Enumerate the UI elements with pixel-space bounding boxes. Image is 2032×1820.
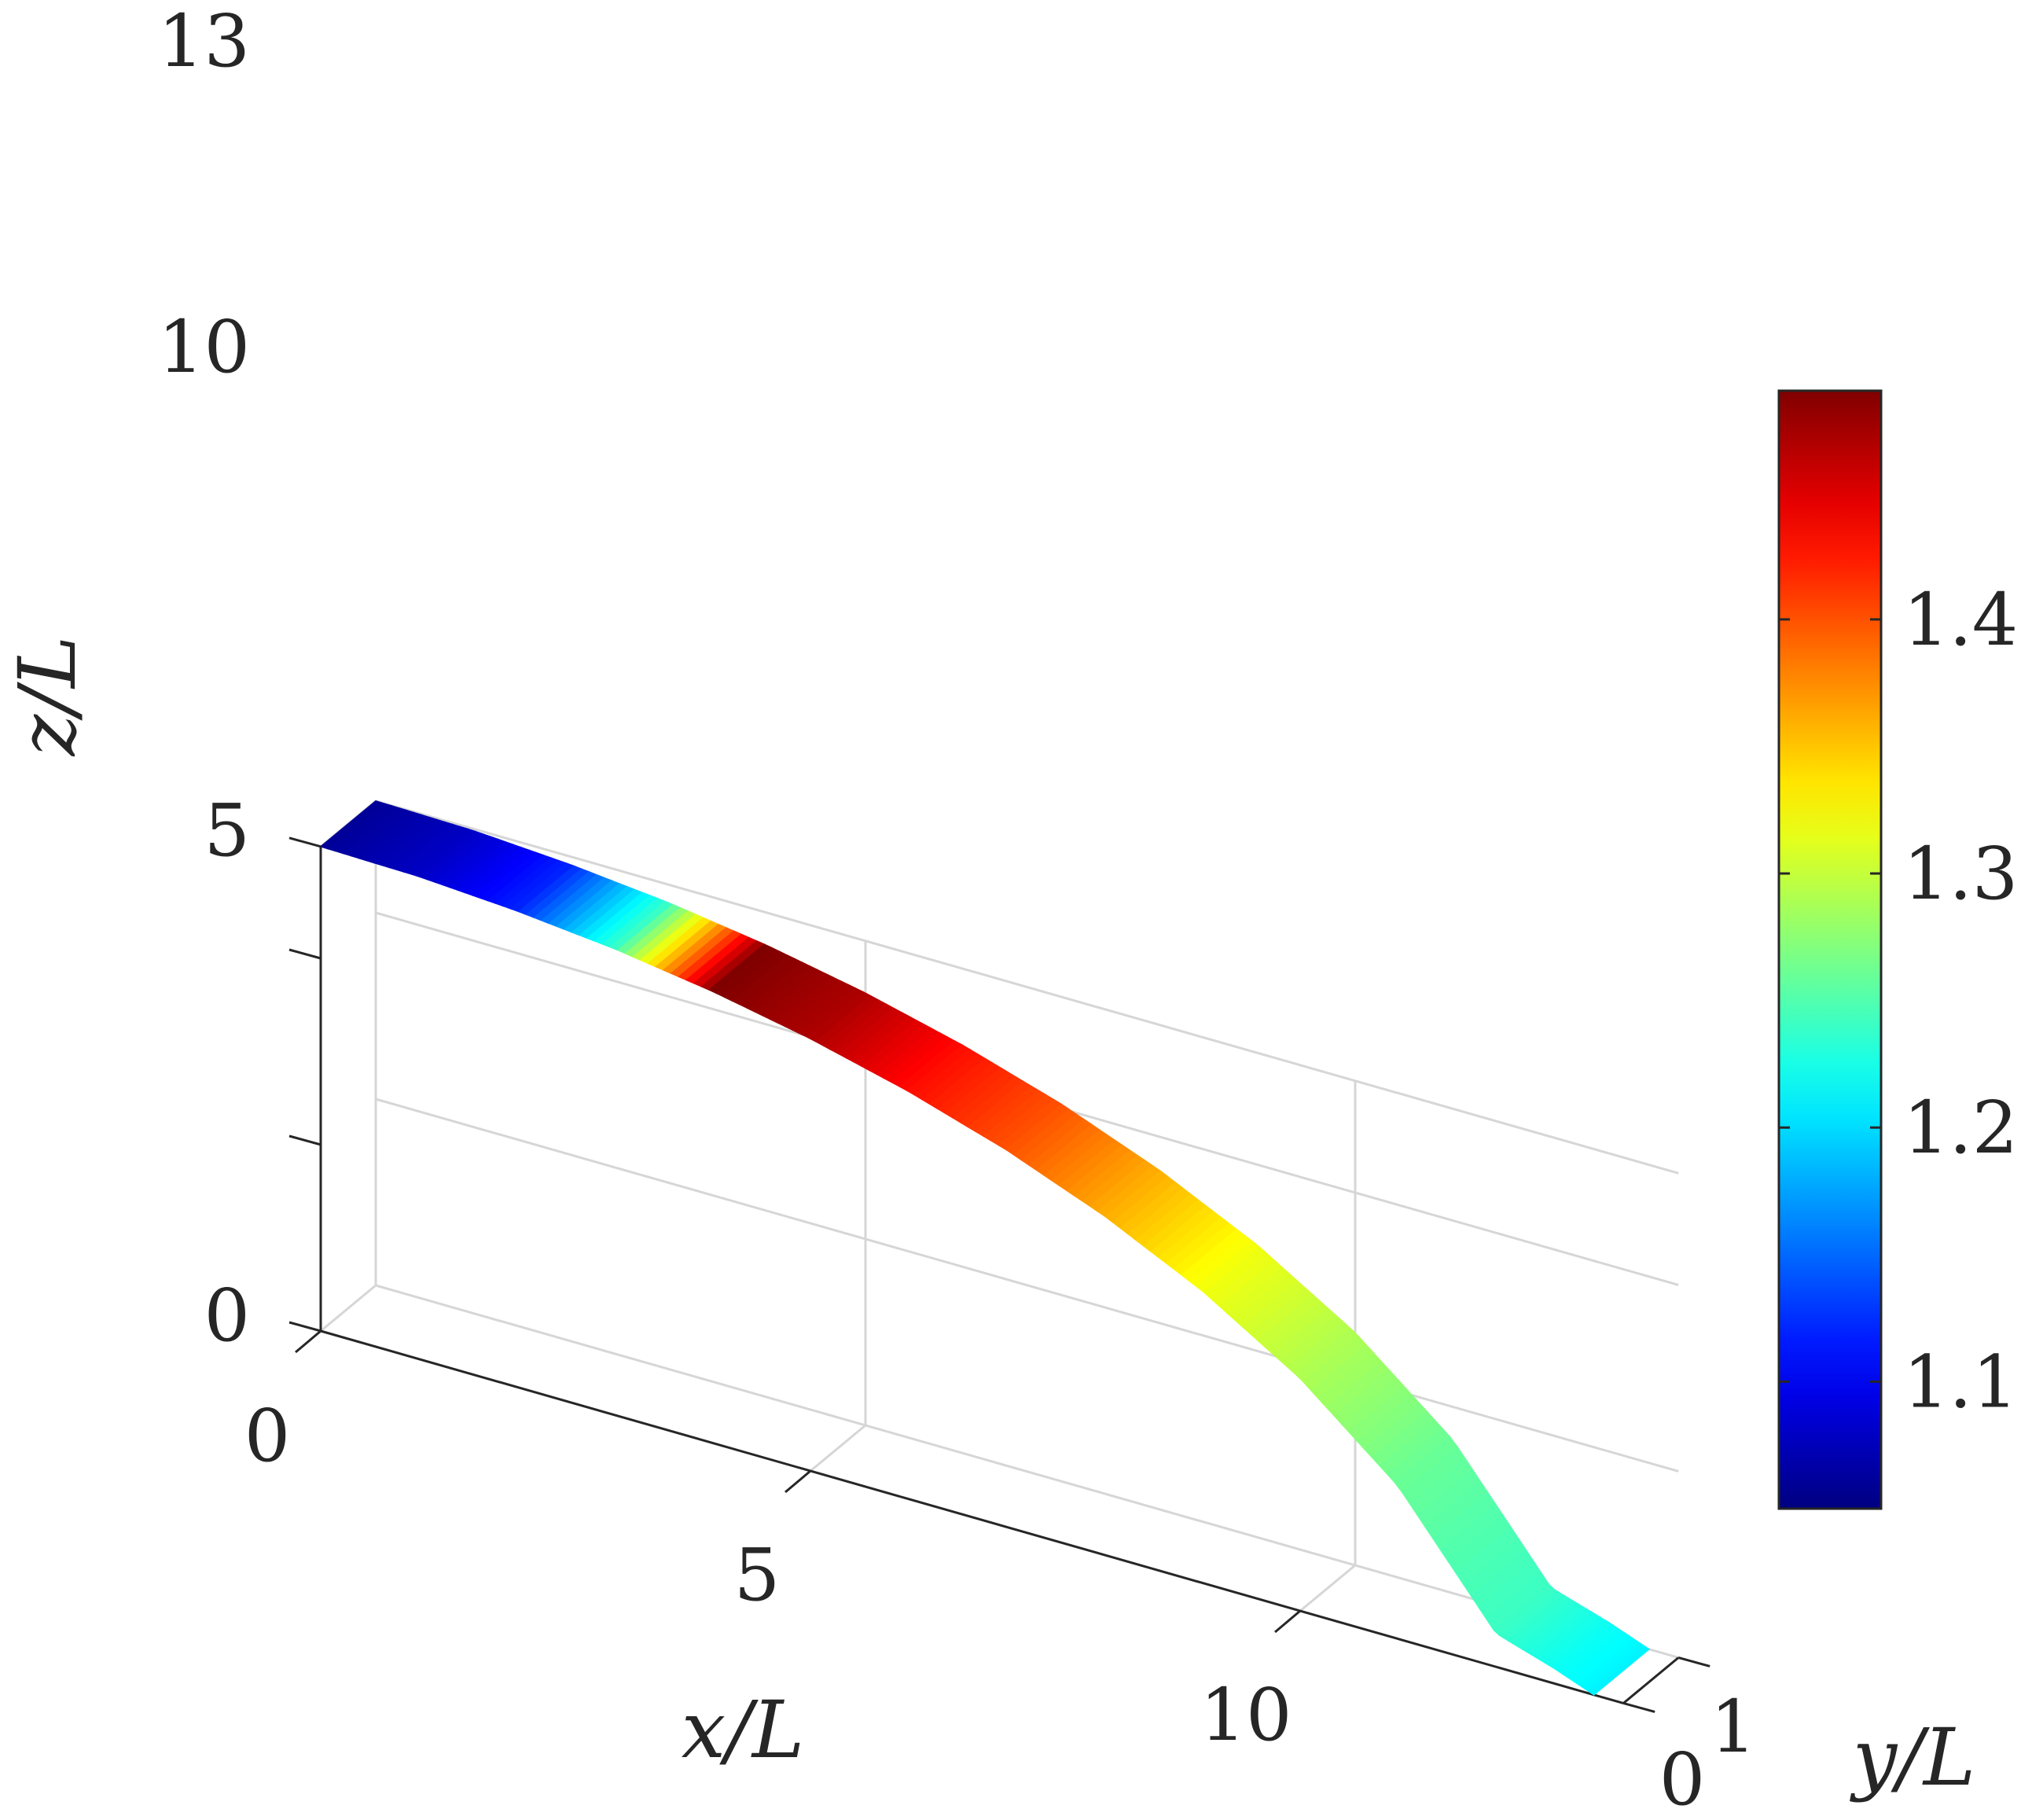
grid-line-z-0 (375, 1284, 1679, 1659)
z-axis-label: z/L (2, 636, 94, 757)
axes (319, 846, 1680, 1704)
colorbar-tick-label: 1.4 (1903, 578, 2018, 662)
colorbar-tick-label: 1.1 (1903, 1340, 2018, 1424)
x-tick-mark-10 (1274, 1609, 1301, 1634)
y-axis-label: y/L (1850, 1712, 1976, 1803)
grid-line-floor-x-0 (320, 1284, 377, 1333)
colorbar-tick-label: 1.3 (1903, 832, 2018, 916)
x-tick-mark-0 (295, 1329, 322, 1354)
z-tick-mark-5 (288, 1134, 322, 1146)
z-tick-mark-10 (288, 948, 322, 960)
grid-line-floor-x-5 (810, 1424, 866, 1473)
colorbar-tick-label: 1.2 (1903, 1086, 2018, 1170)
z-tick-mark-13 (288, 836, 322, 848)
y-tick-1: 1 (1710, 1685, 1757, 1769)
x-tick-0: 0 (244, 1394, 291, 1478)
grid-line-floor-x-10 (1299, 1564, 1356, 1612)
y-tick-mark-0 (1622, 1702, 1655, 1713)
grid-line-top-back (375, 800, 1679, 1175)
x-tick-mark-5 (785, 1469, 811, 1494)
z-tick-0: 0 (204, 1274, 250, 1358)
z-tick-mark-0 (288, 1321, 322, 1333)
z-tick-10: 10 (158, 305, 250, 389)
grid-line-z-5 (375, 1098, 1679, 1473)
ribbon-segment (1589, 1646, 1651, 1696)
x-tick-10: 10 (1200, 1673, 1292, 1757)
z-tick-5: 5 (204, 789, 250, 873)
tick-marks (288, 836, 1710, 1713)
y-tick-mark-1 (1677, 1656, 1710, 1667)
ribbon-segments (319, 800, 1651, 1696)
x-tick-5: 5 (734, 1533, 781, 1617)
x-axis-line (320, 1329, 1624, 1704)
x-axis-label: x/L (682, 1684, 805, 1776)
z-tick-13: 13 (158, 0, 250, 83)
colorbar: 1.1 1.2 1.3 1.4 (1777, 389, 2018, 1510)
y-axis-line (1622, 1656, 1680, 1704)
colorbar-ticks: 1.1 1.2 1.3 1.4 (1779, 578, 2018, 1424)
y-tick-0: 0 (1659, 1737, 1706, 1820)
colorbar-bar (1777, 389, 1883, 1510)
